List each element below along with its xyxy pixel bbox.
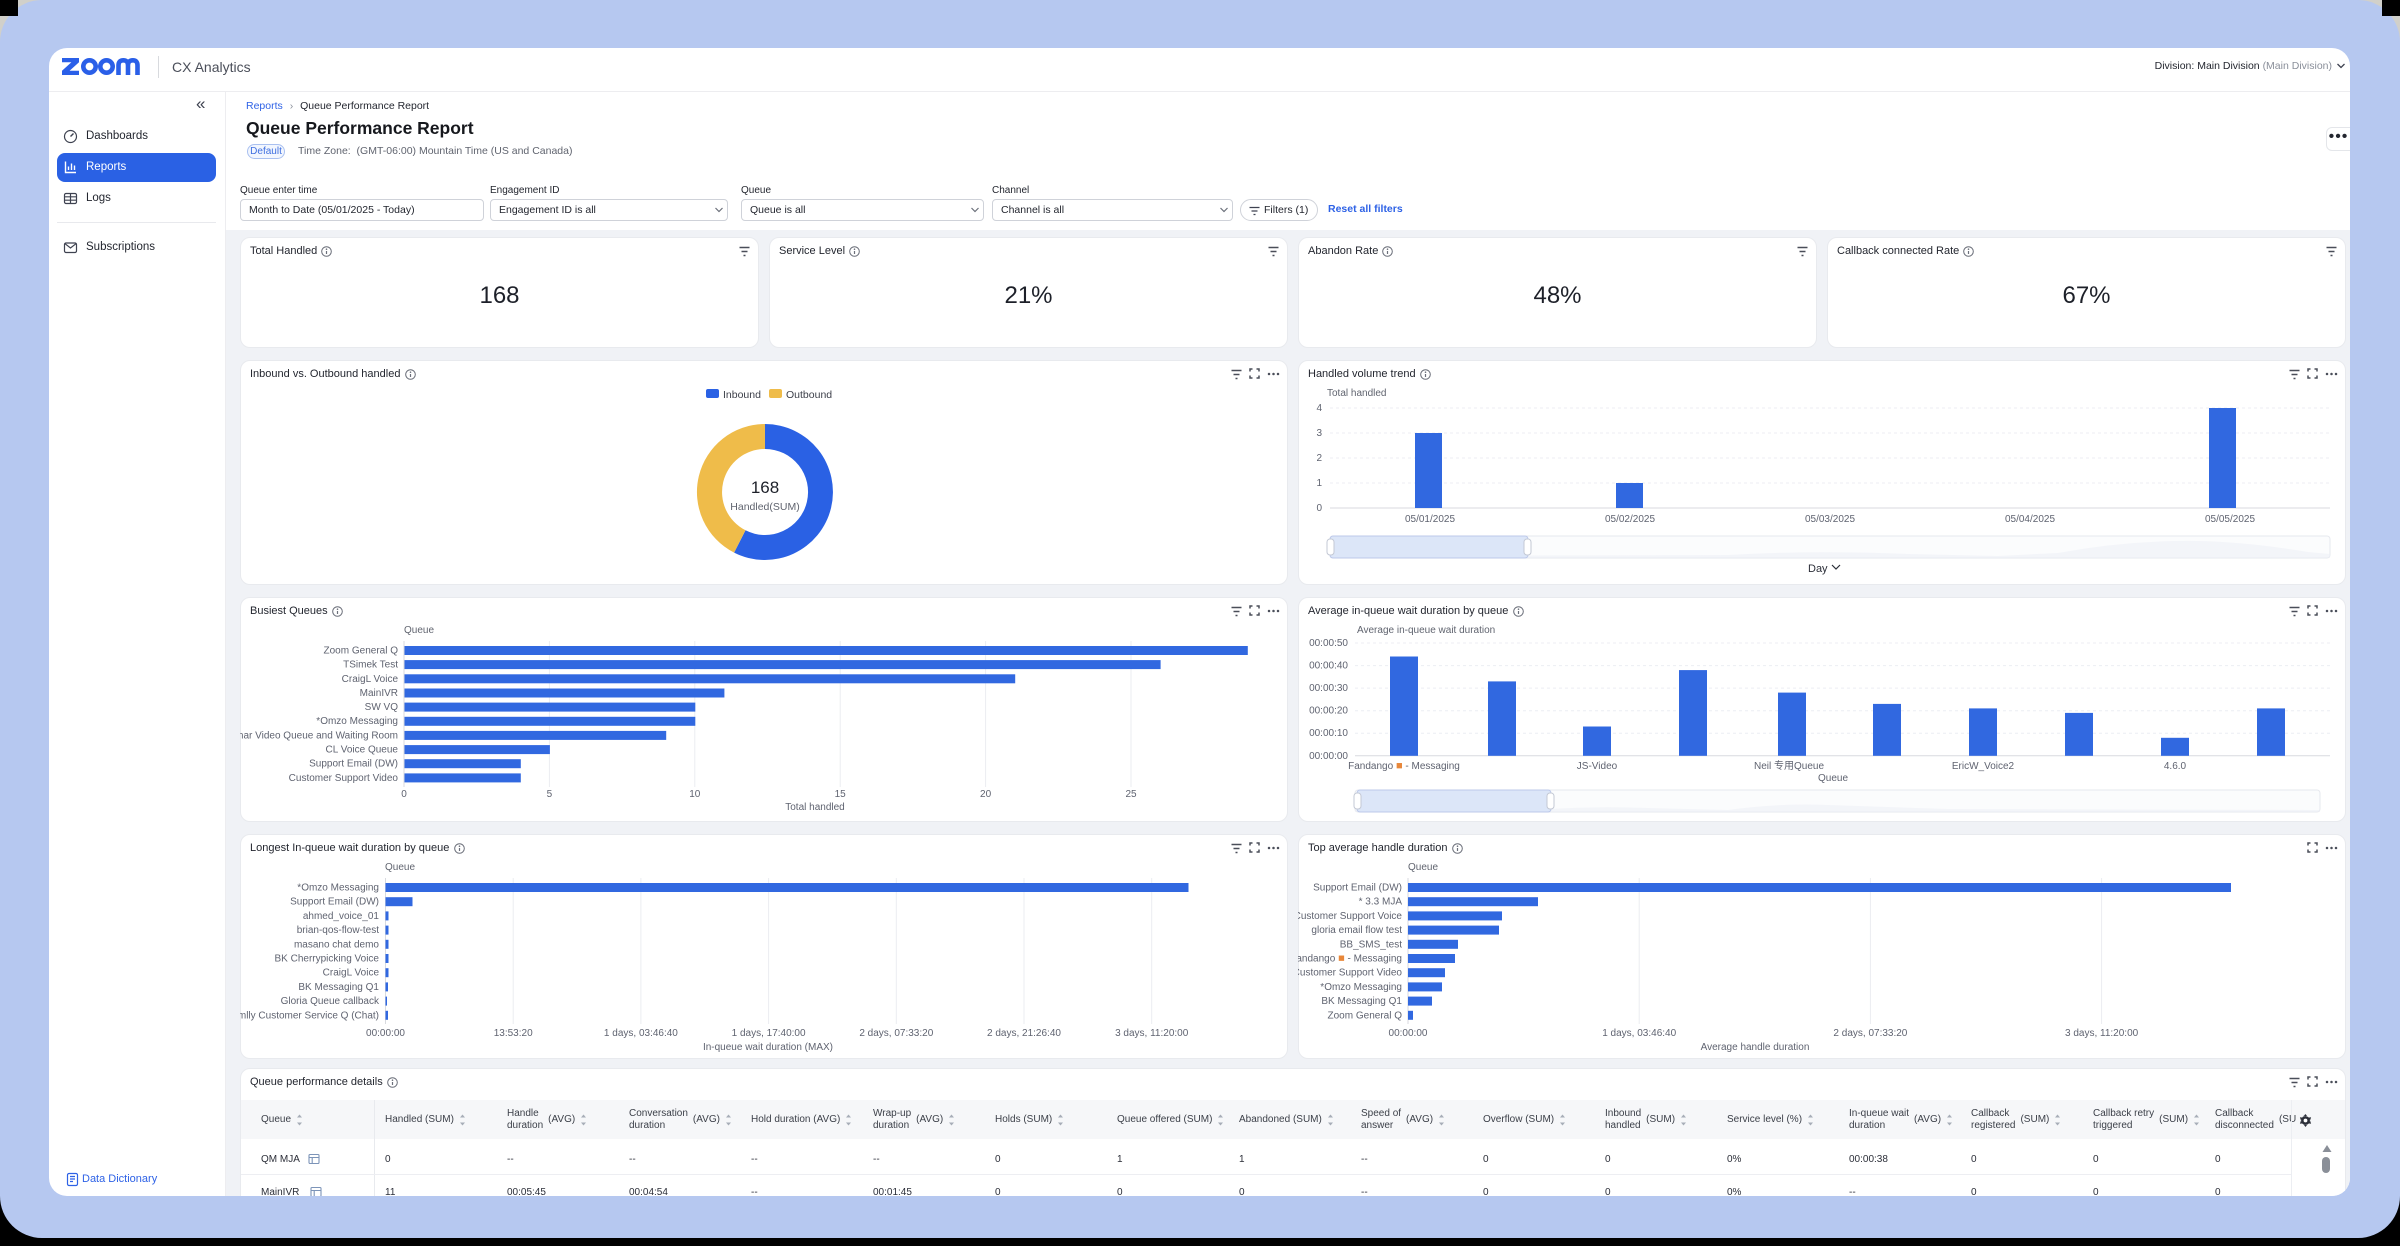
svg-text:oomlly Customer Service Q (Cha: oomlly Customer Service Q (Chat): [240, 1010, 379, 1021]
svg-text:JS-Video: JS-Video: [1577, 761, 1618, 772]
svg-text:EricW_Voice2: EricW_Voice2: [1952, 761, 2015, 772]
svg-text:Zoom General Q: Zoom General Q: [324, 646, 399, 657]
svg-text:Neil 专用Queue: Neil 专用Queue: [1754, 759, 1824, 772]
svg-text:4.6.0: 4.6.0: [2164, 761, 2187, 772]
svg-text:1: 1: [1316, 478, 1322, 489]
svg-text:Total handled: Total handled: [1327, 388, 1387, 399]
svg-text:00:00:00: 00:00:00: [1389, 1028, 1428, 1039]
svg-text:2 days, 07:33:20: 2 days, 07:33:20: [1833, 1028, 1907, 1039]
svg-text:1 days, 03:46:40: 1 days, 03:46:40: [1602, 1028, 1676, 1039]
svg-text:00:00:00: 00:00:00: [366, 1028, 405, 1039]
svg-text:BK Messaging Q1: BK Messaging Q1: [1321, 996, 1402, 1007]
svg-text:1 days, 03:46:40: 1 days, 03:46:40: [604, 1028, 678, 1039]
svg-text:brian-qos-flow-test: brian-qos-flow-test: [297, 925, 379, 936]
svg-text:05/05/2025: 05/05/2025: [2205, 514, 2255, 525]
svg-text:00:00:10: 00:00:10: [1309, 728, 1348, 739]
svg-text:*Omzo Messaging: *Omzo Messaging: [1320, 982, 1402, 993]
svg-text:Queue: Queue: [1818, 773, 1848, 784]
svg-text:CraigL Voice: CraigL Voice: [342, 674, 399, 685]
svg-text:In-queue wait duration (MAX): In-queue wait duration (MAX): [703, 1042, 833, 1053]
svg-text:ahmed_voice_01: ahmed_voice_01: [303, 911, 380, 922]
svg-text:0: 0: [1316, 503, 1322, 514]
svg-text:1 days, 17:40:00: 1 days, 17:40:00: [732, 1028, 806, 1039]
svg-text:masano chat demo: masano chat demo: [294, 939, 379, 950]
svg-text:Gloria Queue callback: Gloria Queue callback: [281, 996, 380, 1007]
svg-text:Queue: Queue: [404, 625, 434, 636]
svg-text:CL Voice Queue: CL Voice Queue: [326, 745, 399, 756]
svg-text:00:00:20: 00:00:20: [1309, 706, 1348, 717]
svg-text:168: 168: [751, 478, 779, 497]
svg-text:4: 4: [1316, 403, 1322, 414]
svg-text:05/03/2025: 05/03/2025: [1805, 514, 1855, 525]
svg-text:BK Messaging Q1: BK Messaging Q1: [298, 982, 379, 993]
svg-text:*Omzo Messaging: *Omzo Messaging: [297, 883, 379, 894]
svg-text:00:00:50: 00:00:50: [1309, 638, 1348, 649]
svg-text:3 days, 11:20:00: 3 days, 11:20:00: [2065, 1028, 2139, 1039]
svg-text:05/04/2025: 05/04/2025: [2005, 514, 2055, 525]
svg-text:3 days, 11:20:00: 3 days, 11:20:00: [1115, 1028, 1189, 1039]
svg-text:* 3.3 MJA: * 3.3 MJA: [1359, 897, 1403, 908]
svg-text:MainIVR: MainIVR: [360, 688, 398, 699]
svg-text:Average in-queue wait duration: Average in-queue wait duration: [1357, 625, 1495, 636]
svg-text:BB_SMS_test: BB_SMS_test: [1340, 939, 1402, 950]
svg-text:CraigL Voice: CraigL Voice: [323, 968, 380, 979]
svg-text:05/02/2025: 05/02/2025: [1605, 514, 1655, 525]
svg-text:Handled(SUM): Handled(SUM): [730, 501, 799, 513]
svg-text:25: 25: [1125, 789, 1137, 800]
svg-text:2 days, 21:26:40: 2 days, 21:26:40: [987, 1028, 1061, 1039]
svg-text:Outbound: Outbound: [786, 389, 832, 401]
svg-text:Day: Day: [1808, 563, 1828, 575]
svg-text:Average handle duration: Average handle duration: [1701, 1042, 1810, 1053]
svg-text:TSimek Test: TSimek Test: [343, 660, 398, 671]
svg-text:0: 0: [401, 789, 407, 800]
svg-text:Fandango ■ - Messaging: Fandango ■ - Messaging: [1348, 760, 1460, 772]
svg-text:2 days, 07:33:20: 2 days, 07:33:20: [859, 1028, 933, 1039]
svg-text:20: 20: [980, 789, 992, 800]
svg-text:Support Email (DW): Support Email (DW): [309, 759, 398, 770]
svg-text:05/01/2025: 05/01/2025: [1405, 514, 1455, 525]
svg-text:13:53:20: 13:53:20: [494, 1028, 533, 1039]
svg-text:Queue: Queue: [385, 862, 415, 873]
svg-text:Inbound: Inbound: [723, 389, 761, 401]
svg-text:Zoom General Q: Zoom General Q: [1328, 1010, 1403, 1021]
svg-text:SW VQ: SW VQ: [365, 702, 399, 713]
svg-text:*Omzo Messaging: *Omzo Messaging: [316, 716, 398, 727]
svg-text:andango ■ - Messaging: andango ■ - Messaging: [1298, 953, 1402, 965]
svg-text:Customer Support Video: Customer Support Video: [289, 773, 399, 784]
svg-text:gloria email flow test: gloria email flow test: [1311, 925, 1402, 936]
svg-text:omar Video Queue and Waiting R: omar Video Queue and Waiting Room: [240, 730, 398, 741]
svg-text:5: 5: [547, 789, 553, 800]
svg-text:10: 10: [689, 789, 701, 800]
svg-text:Customer Support Video: Customer Support Video: [1298, 968, 1402, 979]
svg-text:15: 15: [835, 789, 847, 800]
svg-text:00:00:00: 00:00:00: [1309, 751, 1348, 762]
svg-text:Total handled: Total handled: [785, 802, 845, 813]
svg-text:Queue: Queue: [1408, 862, 1438, 873]
svg-text:00:00:40: 00:00:40: [1309, 661, 1348, 672]
svg-text:Customer Support Voice: Customer Support Voice: [1298, 911, 1402, 922]
svg-text:3: 3: [1316, 428, 1322, 439]
svg-text:Support Email (DW): Support Email (DW): [290, 897, 379, 908]
svg-text:00:00:30: 00:00:30: [1309, 683, 1348, 694]
svg-text:BK Cherrypicking Voice: BK Cherrypicking Voice: [275, 954, 380, 965]
svg-text:Support Email (DW): Support Email (DW): [1313, 883, 1402, 894]
svg-text:2: 2: [1316, 453, 1322, 464]
